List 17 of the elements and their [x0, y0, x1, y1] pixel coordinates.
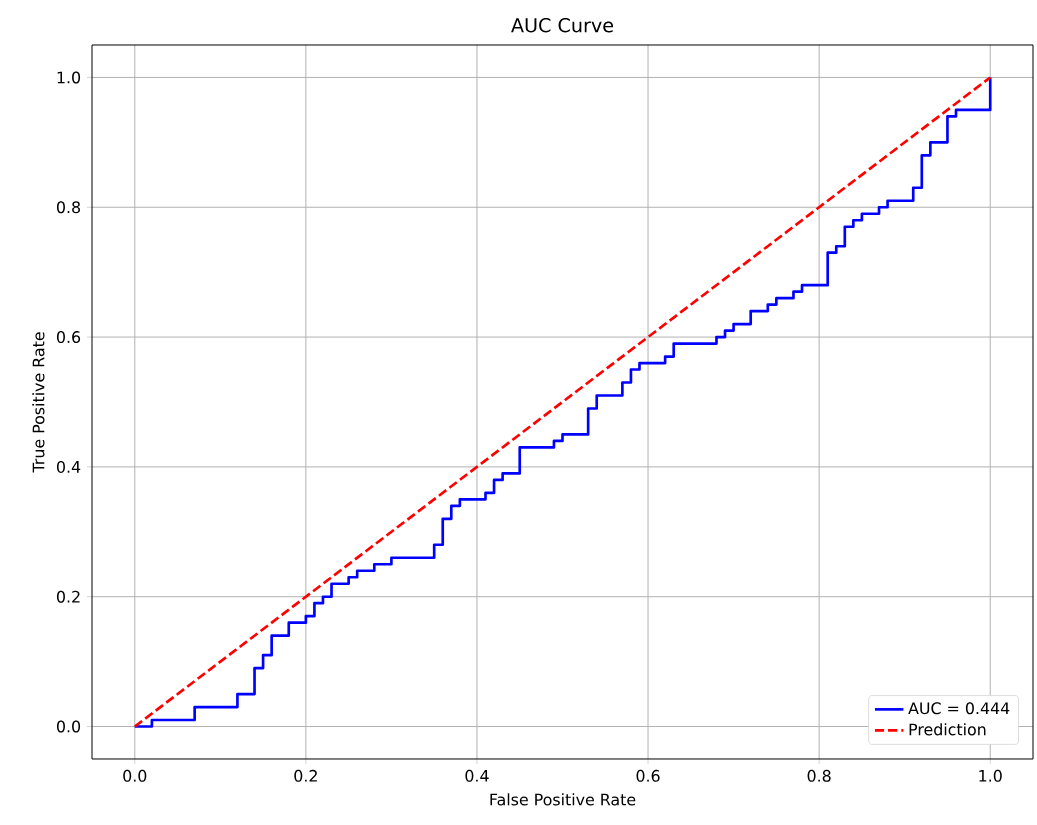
- y-tick-label: 0.8: [56, 201, 81, 214]
- x-tick-label: 0.4: [465, 769, 489, 782]
- x-tick-label: 0.8: [807, 769, 831, 782]
- x-tick-label: 0.6: [636, 769, 660, 782]
- y-axis-title: True Positive Rate: [32, 332, 45, 473]
- y-tick-label: 1.0: [57, 71, 81, 84]
- chart-title: AUC Curve: [511, 17, 614, 33]
- y-tick-label: 0.4: [56, 460, 81, 473]
- y-tick-label: 0.2: [56, 590, 80, 603]
- y-tick-label: 0.6: [56, 331, 81, 344]
- legend-label: Prediction: [909, 723, 986, 736]
- legend-label: AUC = 0.444: [908, 702, 1010, 715]
- x-tick-label: 0.2: [294, 769, 317, 782]
- x-tick-label: 0.0: [123, 769, 147, 782]
- y-tick-label: 0.0: [56, 720, 81, 733]
- x-tick-label: 1.0: [979, 769, 1002, 782]
- x-axis-title: False Positive Rate: [490, 793, 636, 806]
